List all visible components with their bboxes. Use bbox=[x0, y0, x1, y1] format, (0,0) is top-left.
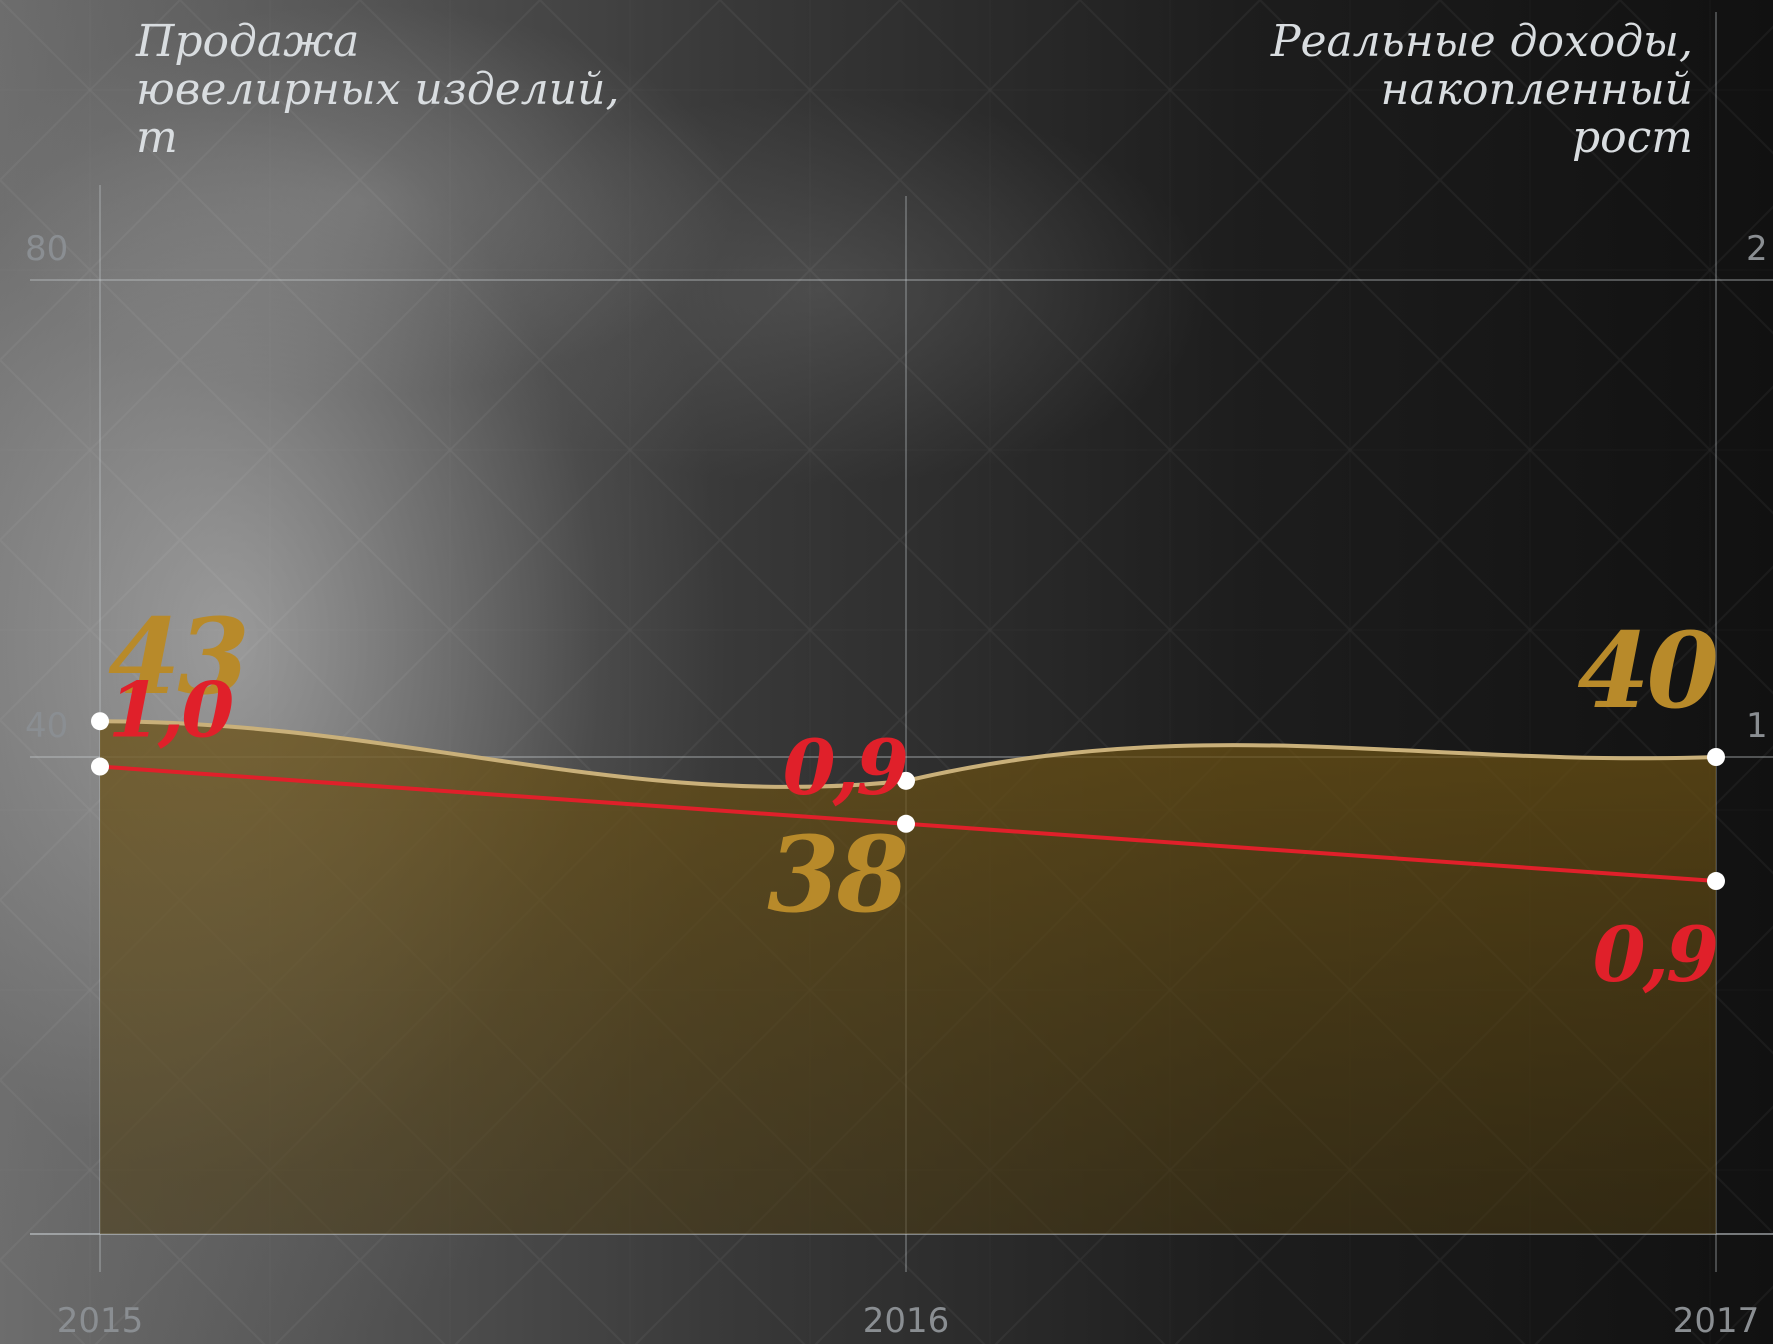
y-left-tick-label: 80 bbox=[25, 229, 68, 269]
left-axis-title: Продажа ювелирных изделий, т bbox=[136, 18, 619, 162]
left-title-line-1: Продажа bbox=[136, 16, 360, 67]
sales-data-label: 38 bbox=[767, 813, 907, 936]
income-point bbox=[897, 814, 915, 833]
sales-data-label: 40 bbox=[1577, 609, 1718, 732]
left-title-line-3: т bbox=[136, 112, 178, 163]
sales-point bbox=[1707, 748, 1725, 766]
income-point bbox=[1707, 872, 1725, 891]
income-point bbox=[91, 757, 109, 776]
sales-point bbox=[897, 771, 915, 790]
right-axis-title: Реальные доходы, накопленный рост bbox=[1271, 18, 1693, 162]
x-tick-label: 2015 bbox=[57, 1301, 144, 1341]
sales-point bbox=[91, 712, 109, 731]
y-right-tick-label: 1 bbox=[1746, 706, 1768, 746]
right-title-line-2: накопленный bbox=[1380, 64, 1693, 115]
y-right-tick-label: 2 bbox=[1746, 229, 1768, 269]
x-tick-label: 2017 bbox=[1673, 1301, 1760, 1341]
left-title-line-2: ювелирных изделий, bbox=[136, 64, 620, 115]
x-tick-label: 2016 bbox=[863, 1301, 950, 1341]
right-title-line-3: рост bbox=[1571, 112, 1693, 163]
right-title-line-1: Реальные доходы, bbox=[1270, 16, 1693, 67]
sales-data-label: 43 bbox=[108, 595, 247, 718]
income-data-label: 0,9 bbox=[783, 723, 908, 812]
sales-area-fill bbox=[100, 721, 1716, 1234]
y-left-tick-label: 40 bbox=[25, 706, 68, 746]
income-data-label: 1,0 bbox=[108, 666, 234, 755]
income-data-label: 0,9 bbox=[1593, 910, 1718, 999]
